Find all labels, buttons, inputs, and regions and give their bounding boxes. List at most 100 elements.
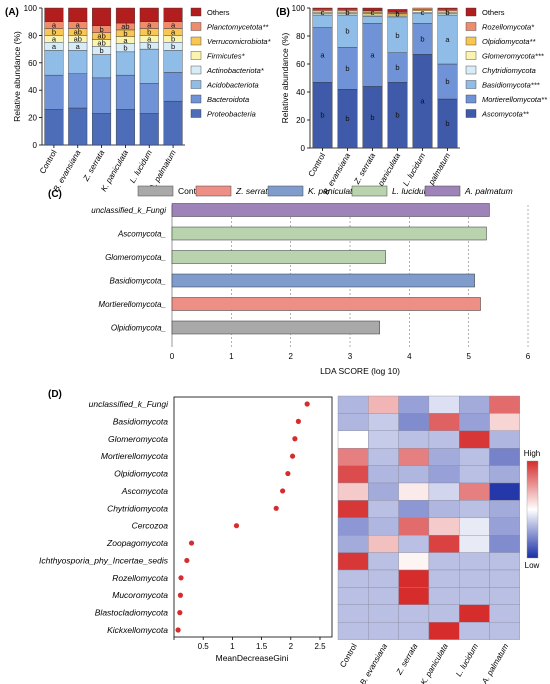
x-axis-title: LDA SCORE (log 10) — [320, 366, 400, 376]
category-label: Ichthyosporia_phy_Incertae_sedis — [39, 555, 169, 565]
significance-label: b — [99, 46, 103, 55]
significance-label: b — [395, 63, 399, 72]
heatmap-cell — [489, 552, 520, 571]
category-label: Mortierellomycota — [101, 451, 168, 461]
heatmap-cell — [489, 465, 520, 484]
heatmap-cell — [459, 569, 490, 588]
y-axis-title: Relative abundance (%) — [280, 32, 290, 123]
bar-segment — [412, 7, 433, 10]
legend-label: Z. serrata — [235, 186, 273, 196]
legend-label: Planctomycetota** — [207, 23, 269, 32]
heatmap-cell — [337, 430, 369, 449]
heatmap-cell — [428, 482, 460, 501]
gini-point — [177, 610, 183, 616]
heatmap-cell — [459, 482, 490, 501]
x-tick-label: 1 — [229, 352, 234, 361]
x-tick-label: 1 — [230, 642, 235, 651]
significance-label: b — [370, 113, 374, 122]
bar-segment — [163, 50, 183, 73]
bar-segment — [68, 7, 88, 22]
significance-label: b — [123, 29, 127, 38]
significance-label: b — [171, 42, 175, 51]
heatmap-cell — [459, 604, 490, 623]
gini-point — [184, 557, 190, 564]
bar-segment — [68, 107, 88, 146]
category-label: Rozellomycota — [112, 573, 168, 583]
heatmap-cell — [459, 430, 490, 449]
legend-label: Glomeromycota*** — [482, 52, 545, 61]
gini-point — [285, 470, 291, 477]
significance-label: b — [345, 64, 349, 73]
legend-label: Bacteroidota — [207, 95, 249, 104]
heatmap-cell — [459, 448, 490, 466]
bar-segment — [92, 77, 112, 114]
heatmap-cell — [398, 465, 430, 484]
significance-label: a — [52, 42, 57, 51]
bar-segment — [44, 50, 64, 76]
x-tick-label: 3 — [348, 352, 353, 361]
legend-swatch — [465, 22, 477, 31]
gini-point — [177, 592, 184, 598]
y-tick-label: 60 — [28, 59, 37, 68]
lda-bar — [171, 250, 386, 264]
heatmap-cell — [489, 622, 520, 640]
heatmap-cell — [428, 500, 460, 518]
gini-point — [304, 401, 310, 407]
bar-segment — [115, 51, 135, 76]
legend-label: Rozellomycota* — [482, 23, 535, 32]
significance-label: b — [99, 25, 103, 34]
heatmap-cell — [337, 500, 369, 518]
bar-segment — [312, 7, 333, 10]
y-tick-label: 40 — [296, 88, 305, 97]
legend-swatch — [137, 185, 174, 197]
legend-label: Proteobacteria — [207, 110, 256, 119]
category-label: Olpidiomycota_ — [111, 324, 166, 333]
bar-segment — [337, 7, 358, 10]
heatmap-cell — [368, 430, 399, 449]
legend-label: Ascomycota** — [481, 110, 530, 119]
significance-label: ab — [97, 39, 105, 48]
category-label: Glomeromycota_ — [105, 253, 166, 262]
heatmap-cell — [337, 413, 369, 431]
heatmap-cell — [398, 413, 430, 431]
heatmap-cell — [459, 413, 490, 431]
category-label: Mortierellomycota_ — [98, 300, 166, 309]
y-tick-label: 20 — [28, 114, 37, 123]
heatmap-cell — [489, 413, 520, 431]
heatmap-cell — [368, 535, 399, 553]
heatmap-cell — [398, 448, 430, 466]
heatmap-cell — [459, 535, 490, 553]
significance-label: c — [421, 8, 425, 17]
heatmap-cell — [428, 587, 460, 606]
legend-swatch — [351, 185, 388, 197]
significance-label: b — [171, 34, 175, 43]
significance-label: b — [147, 28, 151, 37]
significance-label: b — [395, 111, 399, 120]
heatmap-cell — [368, 465, 399, 484]
x-tick-label: 2.5 — [314, 642, 326, 651]
heatmap-cell — [489, 430, 520, 449]
category-label: Zoopagomycota — [106, 538, 168, 548]
gini-point — [178, 575, 184, 581]
significance-label: a — [76, 21, 81, 30]
y-tick-label: 20 — [296, 116, 305, 125]
gini-point — [289, 453, 296, 459]
heatmap-cell — [398, 569, 430, 588]
y-tick-label: 100 — [292, 4, 306, 13]
legend-label: Basidiomycota*** — [482, 81, 541, 90]
bar-segment — [163, 7, 183, 22]
heatmap-cell — [398, 587, 430, 606]
legend-label: K. paniculata — [308, 186, 357, 196]
heatmap-cell — [337, 604, 369, 623]
significance-label: a — [320, 51, 325, 60]
heatmap-cell — [337, 535, 369, 553]
panel-label-c: (C) — [48, 189, 62, 200]
significance-label: a — [147, 21, 152, 30]
legend-label: Chytridiomycota — [482, 66, 536, 75]
panel-d-gini-dot-plot: 0.5 1 1.5 2 2.5 MeanDecreaseGini unclassified_… — [39, 396, 333, 663]
significance-label: b — [52, 28, 56, 37]
heatmap-cell — [428, 465, 460, 484]
heatmap-legend-low: Low — [525, 561, 540, 570]
heatmap-cell — [368, 587, 399, 606]
x-tick-label: 1.5 — [256, 642, 268, 651]
